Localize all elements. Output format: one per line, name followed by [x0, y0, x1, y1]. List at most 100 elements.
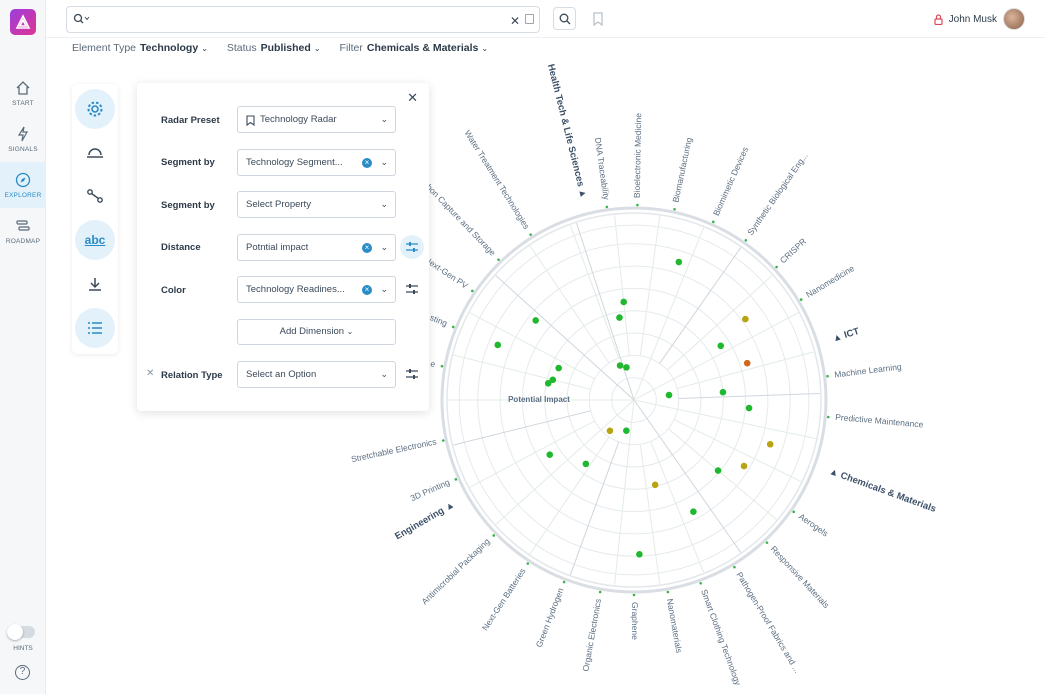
segment-label[interactable]: ▲ Chemicals & Materials [828, 466, 938, 515]
technology-tick [673, 207, 676, 211]
technology-tick [744, 238, 748, 242]
category-filter[interactable]: Filter Chemicals & Materials ⌄ [340, 42, 489, 58]
technology-label[interactable]: Synthetic Biological Eng... [745, 151, 810, 237]
technology-label[interactable]: Graphene [630, 602, 640, 640]
distance-adjust-button[interactable] [400, 235, 424, 259]
relation-type-select[interactable]: Select an Option ⌄ [237, 361, 396, 388]
color-select[interactable]: Technology Readines... × ⌄ [237, 276, 396, 303]
close-icon[interactable]: ✕ [407, 90, 418, 105]
technology-dot[interactable] [623, 427, 630, 434]
technology-dot[interactable] [555, 364, 562, 372]
technology-dot[interactable] [582, 460, 590, 468]
technology-dot[interactable] [766, 440, 774, 448]
technology-dot[interactable] [544, 380, 552, 387]
technology-label[interactable]: sting [428, 312, 449, 328]
technology-label[interactable]: Responsive Materials [769, 544, 832, 610]
distance-select[interactable]: Potntial impact × ⌄ [237, 234, 396, 261]
search-dropdown-icon[interactable] [73, 13, 91, 25]
technology-dot[interactable] [690, 508, 697, 515]
arc-tool[interactable] [75, 132, 115, 172]
technology-dot[interactable] [532, 317, 540, 324]
status-filter[interactable]: Status Published ⌄ [227, 42, 321, 58]
element-type-filter[interactable]: Element Type Technology ⌄ [72, 42, 208, 58]
color-adjust-button[interactable] [400, 277, 424, 301]
technology-dot[interactable] [549, 376, 557, 384]
technology-label[interactable]: Predictive Maintenance [835, 412, 924, 430]
clear-icon[interactable]: × [362, 158, 372, 168]
technology-label[interactable]: Biomimetic Devices [711, 145, 750, 217]
app-logo[interactable] [10, 9, 36, 35]
search-button[interactable] [553, 7, 576, 30]
technology-label[interactable]: Green Hydrogen [534, 586, 566, 649]
user-menu[interactable]: John Musk [934, 8, 1025, 30]
nav-start[interactable]: START [0, 70, 46, 116]
technology-dot[interactable] [675, 258, 683, 266]
relation-adjust-button[interactable] [400, 362, 424, 386]
technology-label[interactable]: Bioelectronic Medicine [632, 113, 643, 198]
calendar-icon[interactable] [525, 14, 534, 24]
list-tool[interactable] [75, 308, 115, 348]
technology-label[interactable]: Water Treatment Technologies [463, 128, 532, 231]
segment-label[interactable]: ▲ ICT [831, 326, 861, 345]
technology-label[interactable]: e [430, 358, 437, 369]
labels-tool[interactable]: abc [75, 220, 115, 260]
technology-label[interactable]: Nanomedicine [804, 263, 856, 300]
radar-preset-select[interactable]: Technology Radar ⌄ [237, 106, 396, 133]
nav-roadmap[interactable]: ROADMAP [0, 208, 46, 254]
technology-label[interactable]: 3D Printing [409, 477, 452, 503]
technology-dot[interactable] [616, 362, 624, 369]
nav-signals[interactable]: SIGNALS [0, 116, 46, 162]
technology-dot[interactable] [651, 481, 659, 489]
relations-tool[interactable] [75, 176, 115, 216]
remove-relation-icon[interactable]: ✕ [146, 368, 155, 379]
clear-icon[interactable]: × [362, 285, 372, 295]
technology-label[interactable]: CRISPR [778, 236, 808, 265]
distance-value: Potntial impact [246, 242, 309, 253]
hints-toggle-knob[interactable] [7, 624, 23, 640]
technology-dot[interactable] [623, 364, 630, 371]
technology-tick [562, 580, 566, 584]
technology-label[interactable]: Next-Gen PV [423, 254, 470, 290]
segment-label[interactable]: Health Tech & Life Sciences ▲ [545, 63, 589, 200]
avatar[interactable] [1003, 8, 1025, 30]
technology-label[interactable]: Stretchable Electronics [350, 436, 437, 464]
technology-label[interactable]: Smart Clothing Technology [699, 588, 743, 687]
technology-label[interactable]: Pathogen-Proof Fabrics and ... [734, 570, 802, 674]
technology-label[interactable]: Machine Learning [834, 361, 903, 379]
technology-dot[interactable] [743, 359, 751, 367]
settings-tool[interactable] [75, 89, 115, 129]
technology-dot[interactable] [616, 314, 623, 321]
segment-by-select[interactable]: Technology Segment... × ⌄ [237, 149, 396, 176]
download-tool[interactable] [75, 264, 115, 304]
help-icon[interactable]: ? [15, 665, 30, 680]
bookmark-button[interactable] [586, 7, 609, 30]
technology-label[interactable]: Biomanufacturing [670, 136, 694, 203]
technology-label[interactable]: Nanomaterials [665, 598, 684, 654]
technology-dot[interactable] [546, 451, 554, 459]
technology-label[interactable]: Next-Gen Batteries [480, 566, 528, 632]
technology-dot[interactable] [714, 467, 722, 474]
technology-dot[interactable] [745, 404, 753, 412]
technology-dot[interactable] [620, 298, 627, 306]
clear-icon[interactable]: × [362, 243, 372, 253]
search-bar[interactable]: ✕ [66, 6, 540, 33]
technology-dot[interactable] [665, 391, 673, 399]
technology-label[interactable]: Aerogels [797, 511, 830, 538]
clear-search-icon[interactable]: ✕ [509, 14, 520, 28]
technology-label[interactable]: rbon Capture and Storage [422, 180, 498, 258]
nav-explorer[interactable]: EXPLORER [0, 162, 46, 208]
technology-label[interactable]: DNA Traceability [593, 137, 612, 201]
segment-by-property-select[interactable]: Select Property ⌄ [237, 191, 396, 218]
technology-dot[interactable] [740, 462, 748, 470]
technology-dot[interactable] [719, 388, 727, 396]
technology-dot[interactable] [717, 342, 725, 350]
segment-label[interactable]: Engineering ▲ [393, 499, 456, 542]
technology-dot[interactable] [606, 427, 614, 435]
technology-dot[interactable] [742, 315, 749, 323]
radar-spoke [659, 247, 742, 364]
technology-label[interactable]: Organic Electronics [580, 598, 603, 672]
technology-dot[interactable] [636, 550, 643, 558]
technology-label[interactable]: Antimicrobial Packaging [419, 536, 491, 606]
technology-dot[interactable] [494, 341, 502, 349]
add-dimension-button[interactable]: Add Dimension ⌄ [237, 319, 396, 345]
